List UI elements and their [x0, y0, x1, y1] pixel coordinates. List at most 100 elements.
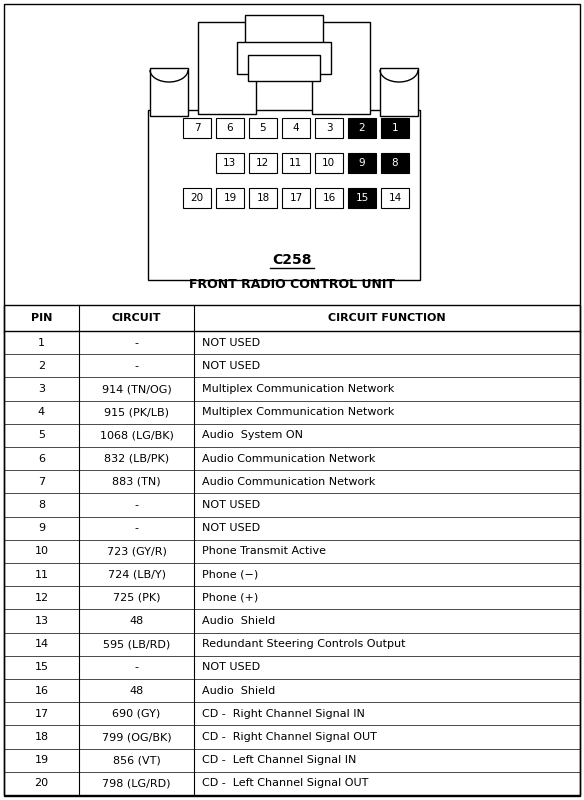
Bar	[380, 68, 418, 116]
Text: 5: 5	[38, 430, 45, 440]
Bar	[348, 118, 376, 138]
Text: 16: 16	[322, 193, 336, 203]
Text: 20: 20	[34, 778, 48, 788]
Text: NOT USED: NOT USED	[202, 500, 260, 510]
Text: Audio Communication Network: Audio Communication Network	[202, 454, 376, 464]
Text: 17: 17	[290, 193, 303, 203]
Text: 9: 9	[38, 523, 45, 534]
Text: 1: 1	[392, 123, 398, 133]
Text: 5: 5	[260, 123, 266, 133]
Text: 724 (LB/Y): 724 (LB/Y)	[107, 570, 165, 579]
Text: Redundant Steering Controls Output: Redundant Steering Controls Output	[202, 639, 405, 649]
Text: NOT USED: NOT USED	[202, 662, 260, 672]
Text: 883 (TN): 883 (TN)	[112, 477, 161, 486]
Bar	[183, 118, 211, 138]
Bar	[249, 118, 277, 138]
Text: 15: 15	[34, 662, 48, 672]
Text: -: -	[134, 500, 138, 510]
Text: 11: 11	[289, 158, 302, 168]
Bar	[216, 118, 244, 138]
Text: CIRCUIT FUNCTION: CIRCUIT FUNCTION	[328, 313, 446, 323]
Text: Multiplex Communication Network: Multiplex Communication Network	[202, 407, 394, 418]
Bar	[315, 153, 342, 173]
Text: 1: 1	[38, 338, 45, 347]
Text: -: -	[134, 361, 138, 371]
Bar	[315, 118, 343, 138]
Text: 14: 14	[34, 639, 48, 649]
Text: 6: 6	[227, 123, 234, 133]
Text: 12: 12	[34, 593, 48, 603]
Bar	[347, 153, 376, 173]
Text: 1068 (LG/BK): 1068 (LG/BK)	[99, 430, 173, 440]
Text: 13: 13	[34, 616, 48, 626]
Text: 832 (LB/PK): 832 (LB/PK)	[104, 454, 169, 464]
Text: 48: 48	[130, 686, 144, 696]
Text: NOT USED: NOT USED	[202, 361, 260, 371]
Bar	[381, 118, 409, 138]
Bar	[245, 15, 323, 57]
Text: Multiplex Communication Network: Multiplex Communication Network	[202, 384, 394, 394]
Bar	[215, 153, 244, 173]
Text: 12: 12	[256, 158, 269, 168]
Bar	[281, 153, 310, 173]
Bar	[148, 110, 420, 280]
Bar	[315, 188, 343, 208]
Text: 6: 6	[38, 454, 45, 464]
Text: 7: 7	[194, 123, 200, 133]
Bar	[312, 22, 370, 114]
Text: 16: 16	[34, 686, 48, 696]
Text: 19: 19	[223, 193, 237, 203]
Bar	[348, 188, 376, 208]
Text: 915 (PK/LB): 915 (PK/LB)	[104, 407, 169, 418]
Text: Audio  Shield: Audio Shield	[202, 616, 275, 626]
Bar	[198, 22, 256, 114]
Text: 914 (TN/OG): 914 (TN/OG)	[102, 384, 171, 394]
Bar	[4, 305, 580, 795]
Text: Audio  Shield: Audio Shield	[202, 686, 275, 696]
Text: CD -  Left Channel Signal OUT: CD - Left Channel Signal OUT	[202, 778, 369, 788]
Text: 856 (VT): 856 (VT)	[113, 755, 161, 765]
Text: Audio  System ON: Audio System ON	[202, 430, 303, 440]
Text: 18: 18	[256, 193, 270, 203]
Text: 725 (PK): 725 (PK)	[113, 593, 160, 603]
Text: 10: 10	[322, 158, 335, 168]
Text: 20: 20	[190, 193, 204, 203]
Text: Phone (−): Phone (−)	[202, 570, 258, 579]
Bar	[183, 188, 211, 208]
Bar	[249, 188, 277, 208]
Text: 3: 3	[326, 123, 332, 133]
Text: 723 (GY/R): 723 (GY/R)	[106, 546, 166, 557]
Text: -: -	[134, 523, 138, 534]
Text: 15: 15	[356, 193, 369, 203]
Text: Phone (+): Phone (+)	[202, 593, 258, 603]
Text: Audio Communication Network: Audio Communication Network	[202, 477, 376, 486]
Text: FRONT RADIO CONTROL UNIT: FRONT RADIO CONTROL UNIT	[189, 278, 395, 290]
Text: 18: 18	[34, 732, 48, 742]
Text: 8: 8	[38, 500, 45, 510]
Text: 11: 11	[34, 570, 48, 579]
Text: 2: 2	[38, 361, 45, 371]
Text: 7: 7	[38, 477, 45, 486]
Text: 17: 17	[34, 709, 48, 719]
Text: NOT USED: NOT USED	[202, 523, 260, 534]
Bar	[249, 153, 276, 173]
Text: 2: 2	[359, 123, 366, 133]
Text: -: -	[134, 338, 138, 347]
Text: 19: 19	[34, 755, 48, 765]
Bar	[237, 42, 331, 74]
Text: 595 (LB/RD): 595 (LB/RD)	[103, 639, 170, 649]
Text: 13: 13	[223, 158, 236, 168]
Text: -: -	[134, 662, 138, 672]
Text: 9: 9	[358, 158, 365, 168]
Text: Phone Transmit Active: Phone Transmit Active	[202, 546, 326, 557]
Text: 48: 48	[130, 616, 144, 626]
Text: CD -  Right Channel Signal OUT: CD - Right Channel Signal OUT	[202, 732, 377, 742]
Bar	[381, 153, 408, 173]
Bar	[216, 188, 244, 208]
Text: 8: 8	[391, 158, 398, 168]
Text: CIRCUIT: CIRCUIT	[112, 313, 161, 323]
Text: 3: 3	[38, 384, 45, 394]
Text: 10: 10	[34, 546, 48, 557]
Text: NOT USED: NOT USED	[202, 338, 260, 347]
Text: 4: 4	[38, 407, 45, 418]
